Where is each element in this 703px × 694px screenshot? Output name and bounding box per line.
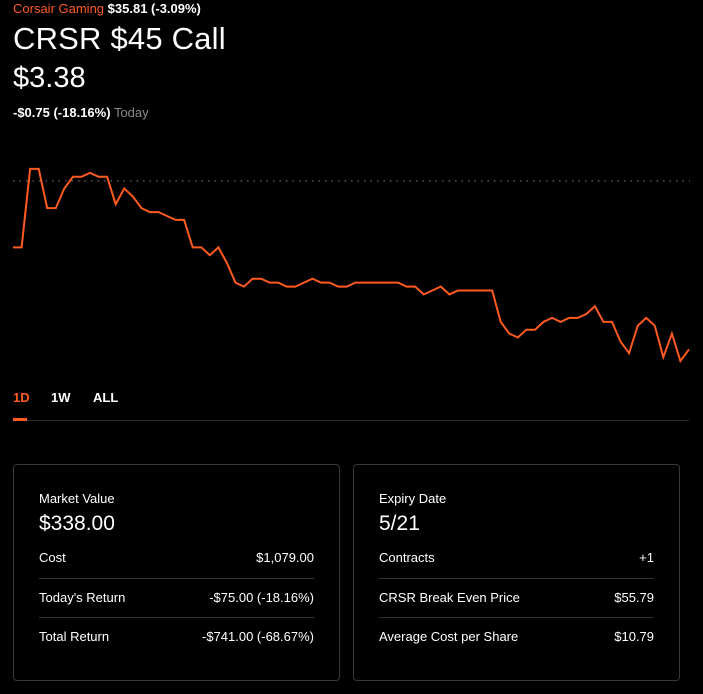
avg-cost-label: Average Cost per Share (379, 629, 519, 644)
break-even-value: $55.79 (614, 590, 654, 605)
expiry-date: 5/21 (379, 512, 420, 535)
tab-1d[interactable]: 1D (13, 390, 30, 405)
todays-return-value: -$75.00 (-18.16%) (209, 590, 314, 605)
total-return-value: -$741.00 (-68.67%) (201, 629, 314, 644)
break-even-label: CRSR Break Even Price (379, 590, 520, 605)
tab-1w[interactable]: 1W (51, 390, 71, 405)
underlying-quote: $35.81 (-3.09%) (107, 1, 201, 16)
contracts-value: +1 (639, 550, 654, 565)
avg-cost-row: Average Cost per Share $10.79 (379, 617, 654, 657)
total-return-row: Total Return -$741.00 (-68.67%) (39, 617, 314, 657)
expiry-date-label: Expiry Date (379, 491, 447, 506)
market-value-label: Market Value (39, 491, 115, 506)
break-even-row: CRSR Break Even Price $55.79 (379, 578, 654, 618)
header: Corsair Gaming $35.81 (-3.09%) CRSR $45 … (13, 0, 226, 120)
todays-return-label: Today's Return (39, 590, 126, 605)
cost-label: Cost (39, 550, 66, 565)
todays-return-row: Today's Return -$75.00 (-18.16%) (39, 578, 314, 618)
tab-all[interactable]: ALL (93, 390, 119, 405)
price-change: -$0.75 (-18.16%) (13, 105, 111, 120)
change-period: Today (113, 105, 149, 120)
contracts-row: Contracts +1 (379, 539, 654, 578)
range-tabs: 1D 1W ALL (13, 388, 689, 421)
total-return-label: Total Return (39, 629, 110, 644)
active-tab-indicator (13, 418, 27, 421)
price-change-line: -$0.75 (-18.16%) Today (13, 105, 226, 120)
option-price: $3.38 (13, 62, 86, 94)
market-value: $338.00 (39, 512, 115, 535)
cost-value: $1,079.00 (256, 550, 314, 565)
market-value-card: Market Value $338.00 Cost $1,079.00 Toda… (13, 464, 340, 681)
page-title: CRSR $45 Call (13, 21, 226, 56)
price-points (12, 168, 690, 362)
avg-cost-value: $10.79 (614, 629, 654, 644)
price-line (13, 167, 690, 364)
underlying-quote-line: Corsair Gaming $35.81 (-3.09%) (13, 0, 226, 17)
cost-row: Cost $1,079.00 (39, 539, 314, 578)
contracts-label: Contracts (379, 550, 435, 565)
price-chart[interactable] (0, 130, 703, 380)
expiry-card: Expiry Date 5/21 Contracts +1 CRSR Break… (353, 464, 680, 681)
underlying-name-link[interactable]: Corsair Gaming (13, 1, 105, 16)
